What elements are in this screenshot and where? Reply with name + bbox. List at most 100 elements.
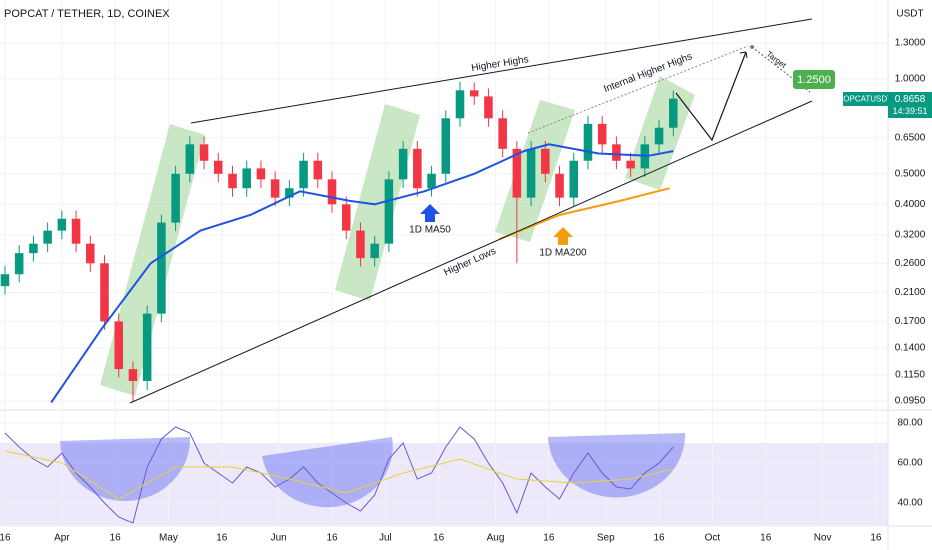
price-box [888,92,932,118]
y-tick-label: 1.3000 [895,38,926,49]
candle-body [384,179,394,244]
line [4,450,674,500]
candle-body [626,160,635,169]
rsi-band [0,443,888,525]
candle-body [185,144,195,174]
symbol: POPCATUSDT [838,95,892,104]
line [498,187,670,241]
y-tick-label: 0.0950 [895,396,926,407]
y-tick-label: 0.1400 [895,343,926,354]
y-tick-label: 0.1700 [895,316,926,327]
marks [0,81,678,524]
last-price: 0.8658 [895,94,926,105]
x-tick-label: 16 [0,533,11,544]
candle-body [327,179,337,205]
y-tick-label: 40.00 [897,498,922,509]
candle-body [214,160,223,174]
candle-body [228,173,237,189]
currency: USDT [896,9,923,20]
candle-body [427,173,436,189]
annotation: 1D MA50 [409,225,451,236]
candle-body [597,123,607,145]
x-tick-label: 16 [543,533,555,544]
y-tick-label: 0.3200 [895,230,926,241]
internal-trendline [527,45,749,134]
x-tick-label: 16 [326,533,338,544]
candle-body [157,222,166,314]
lower-trendline [129,100,813,404]
x-tick-label: Aug [487,533,505,544]
candle-body [242,168,251,189]
candle-body [484,96,493,119]
candle-body [114,321,123,370]
candle-body [43,230,52,244]
x-tick-label: Jul [379,533,392,544]
x-tick-label: 16 [216,533,228,544]
candle-body [583,123,593,161]
candle-body [413,148,422,189]
x-tick-label: 16 [110,533,122,544]
candle-body [469,90,479,97]
candle-body [541,148,550,174]
countdown: 14:39:51 [892,106,927,116]
line [50,143,674,404]
candle-body [569,160,579,198]
target-price: 1.2500 [797,74,831,86]
candle-body [86,243,95,264]
rsi-cup [262,437,393,508]
candle-body [341,204,351,231]
y-tick-label: 0.1150 [895,370,925,381]
y-tick-label: 0.4000 [895,199,926,210]
candle-body [612,144,621,161]
x-tick-label: Nov [814,533,832,544]
candle-body [285,188,294,198]
candle-body [356,230,365,259]
x-tick-label: Sep [597,533,615,544]
candle-body [100,263,109,322]
candle-body [142,313,152,382]
y-tick-label: 0.2600 [895,258,926,269]
ma200-arrow [553,227,573,245]
candle-body [455,90,465,119]
rsi-cup [60,437,191,502]
candle-body [498,118,507,149]
y-tick-label: 1.0000 [895,74,926,85]
candle-body [441,118,451,174]
candle-body [398,148,408,180]
x-tick-label: Oct [705,533,721,544]
x-tick-label: 16 [870,533,882,544]
candle-body [370,243,379,259]
candle-body [128,369,138,382]
candle-body [313,160,323,180]
candle-body [171,173,180,223]
ma50-arrow [420,204,440,222]
x-tick-label: May [159,533,178,544]
candle-body [199,144,209,161]
candle-body [555,173,564,198]
annotation: 1D MA200 [539,248,587,259]
projection-head [739,51,748,59]
line [4,426,674,524]
candle-body [256,168,266,180]
x-tick-label: 16 [760,533,772,544]
y-tick-label: 0.6500 [895,133,926,144]
y-tick-label: 0.2100 [895,287,926,298]
candle-body [57,218,67,231]
candle-body [0,274,10,287]
x-tick-label: Apr [54,533,70,544]
candle-body [526,148,536,198]
symbol-box [843,92,888,106]
candle-body [71,218,81,244]
y-tick-label: 60.00 [897,458,922,469]
x-tick-label: Jun [271,533,287,544]
candle-body [14,253,24,275]
candle-body [29,243,38,254]
candle-body [270,179,280,198]
candle-body [299,160,308,189]
x-tick-label: 16 [433,533,445,544]
chart-title: POPCAT / TETHER, 1D, COINEX [4,8,170,20]
y-tick-label: 0.5000 [895,168,926,179]
candle-body [512,148,522,198]
x-tick-label: 16 [654,533,666,544]
